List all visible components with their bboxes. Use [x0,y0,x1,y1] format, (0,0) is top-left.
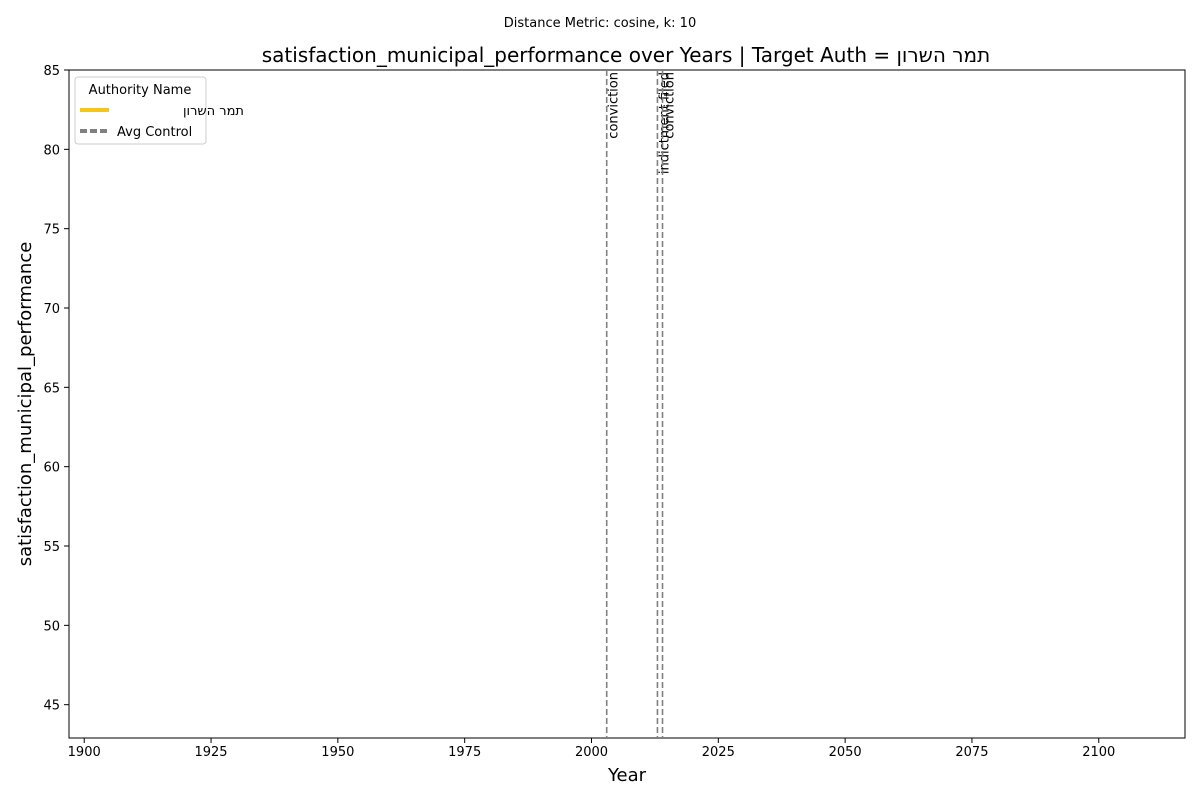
x-tick-label: 2050 [829,745,862,760]
x-tick-label: 1925 [194,745,227,760]
legend-label-control: Avg Control [117,125,192,140]
x-tick-label: 1975 [448,745,481,760]
y-tick-label: 85 [43,64,60,79]
x-tick-label: 2075 [955,745,988,760]
y-tick-label: 45 [43,699,60,714]
plot-frame [68,69,1186,739]
y-tick-label: 80 [43,143,60,158]
x-axis: 1900 1925 1950 1975 2000 2025 2050 2075 2100 [68,738,1115,760]
chart-title: satisfaction_municipal_performance over … [262,43,991,67]
y-axis-label: satisfaction_municipal_performance [15,242,36,567]
legend-title: Authority Name [89,83,192,98]
legend-label-target: תמר השרון [183,104,244,119]
event-label: indictment filed [657,72,672,174]
x-tick-label: 2100 [1082,745,1115,760]
x-tick-label: 2025 [702,745,735,760]
x-tick-label: 1950 [321,745,354,760]
event-label: conviction [607,72,622,139]
plot-area [68,69,1186,739]
y-tick-label: 75 [43,223,60,238]
x-tick-label: 1900 [68,745,101,760]
legend-box [74,76,207,145]
y-tick-label: 70 [43,302,60,317]
legend: Authority Name תמר השרון Avg Control [74,76,244,145]
x-axis-label: Year [607,765,647,786]
y-tick-label: 55 [43,540,60,555]
chart-suptitle: Distance Metric: cosine, k: 10 [504,16,696,31]
y-tick-label: 65 [43,381,60,396]
y-tick-label: 60 [43,461,60,476]
y-tick-label: 50 [43,619,60,634]
x-tick-label: 2000 [575,745,608,760]
y-axis: 45 50 55 60 65 70 75 80 85 [43,64,69,714]
event-label: conviction [663,72,678,139]
